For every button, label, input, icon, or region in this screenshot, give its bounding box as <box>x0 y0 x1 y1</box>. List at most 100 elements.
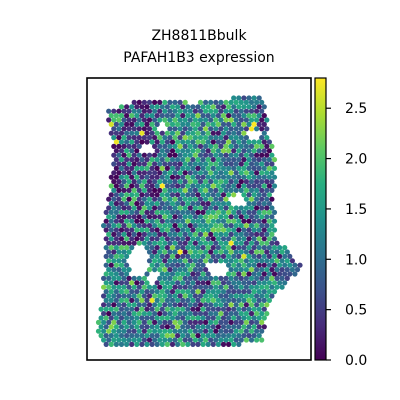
expression-spot <box>152 328 158 334</box>
expression-spot <box>231 165 237 171</box>
expression-spot <box>159 253 165 259</box>
expression-spot <box>223 328 229 334</box>
expression-spot <box>175 236 181 242</box>
expression-spot <box>220 157 227 163</box>
expression-spot <box>251 236 257 242</box>
expression-spot <box>205 113 211 119</box>
expression-spot <box>180 130 186 136</box>
expression-spot <box>169 333 176 339</box>
expression-spot <box>264 249 270 255</box>
expression-spot <box>256 306 262 312</box>
expression-spot <box>149 262 155 268</box>
expression-spot <box>187 161 193 167</box>
expression-spot <box>121 179 127 185</box>
expression-spot <box>228 205 234 211</box>
expression-spot <box>213 99 219 105</box>
expression-spot <box>154 157 160 163</box>
expression-spot <box>223 152 229 158</box>
expression-spot <box>118 245 125 251</box>
expression-spot <box>210 209 216 215</box>
expression-spot <box>233 99 239 105</box>
expression-spot <box>124 218 130 224</box>
expression-spot <box>144 333 150 339</box>
expression-spot <box>167 284 173 290</box>
expression-spot <box>131 126 137 132</box>
expression-spot <box>190 236 196 242</box>
expression-spot <box>248 99 255 105</box>
expression-spot <box>103 227 109 233</box>
expression-spot <box>169 253 176 259</box>
expression-spot <box>159 324 165 330</box>
expression-spot <box>243 267 249 273</box>
expression-spot <box>269 240 275 246</box>
expression-spot <box>223 179 229 185</box>
expression-spot <box>226 341 232 347</box>
expression-spot <box>154 148 160 154</box>
expression-spot <box>223 275 229 281</box>
expression-spot <box>111 337 117 343</box>
expression-spot <box>167 275 173 281</box>
expression-spot <box>144 165 150 171</box>
expression-spot <box>177 108 183 114</box>
expression-spot <box>228 170 234 176</box>
expression-spot <box>131 143 137 149</box>
expression-spot <box>152 117 158 123</box>
expression-spot <box>101 319 107 325</box>
expression-spot <box>200 121 206 127</box>
expression-spot <box>269 187 275 193</box>
expression-spot <box>200 157 206 163</box>
expression-spot <box>187 135 193 141</box>
expression-spot <box>108 236 114 242</box>
expression-spot <box>231 341 237 347</box>
expression-spot <box>131 311 137 317</box>
expression-spot <box>111 284 117 290</box>
expression-spot <box>144 183 150 189</box>
expression-spot <box>159 315 165 321</box>
expression-spot <box>182 170 188 176</box>
expression-spot <box>210 218 216 224</box>
expression-spot <box>205 341 211 347</box>
expression-spot <box>231 262 237 268</box>
expression-spot <box>141 187 147 193</box>
expression-spot <box>164 245 170 251</box>
expression-spot <box>236 236 242 242</box>
expression-spot <box>190 324 196 330</box>
expression-spot <box>254 249 260 255</box>
expression-spot <box>172 135 178 141</box>
expression-spot <box>177 205 183 211</box>
expression-spot <box>106 240 112 246</box>
expression-spot <box>248 337 255 343</box>
expression-spot <box>182 311 188 317</box>
expression-spot <box>190 245 196 251</box>
expression-spot <box>254 267 260 273</box>
expression-spot <box>205 227 211 233</box>
title-line-1: ZH8811Bbulk <box>151 28 247 44</box>
expression-spot <box>175 139 181 145</box>
expression-spot <box>205 139 211 145</box>
expression-spot <box>118 306 125 312</box>
expression-spot <box>177 311 183 317</box>
expression-spot <box>111 293 117 299</box>
expression-spot <box>111 231 117 237</box>
expression-spot <box>134 209 140 215</box>
expression-spot <box>246 262 252 268</box>
expression-spot <box>261 218 267 224</box>
expression-spot <box>279 284 285 290</box>
expression-spot <box>208 179 214 185</box>
expression-spot <box>134 201 140 207</box>
expression-spot <box>215 289 221 295</box>
expression-spot <box>233 293 239 299</box>
expression-spot <box>136 284 142 290</box>
expression-spot <box>269 170 275 176</box>
expression-spot <box>238 293 244 299</box>
expression-spot <box>210 165 216 171</box>
expression-spot <box>149 139 155 145</box>
expression-spot <box>106 205 112 211</box>
expression-spot <box>129 245 135 251</box>
expression-spot <box>289 258 295 264</box>
expression-spot <box>243 293 249 299</box>
expression-spot <box>243 143 249 149</box>
expression-spot <box>129 315 135 321</box>
expression-spot <box>203 319 209 325</box>
expression-spot <box>210 227 216 233</box>
